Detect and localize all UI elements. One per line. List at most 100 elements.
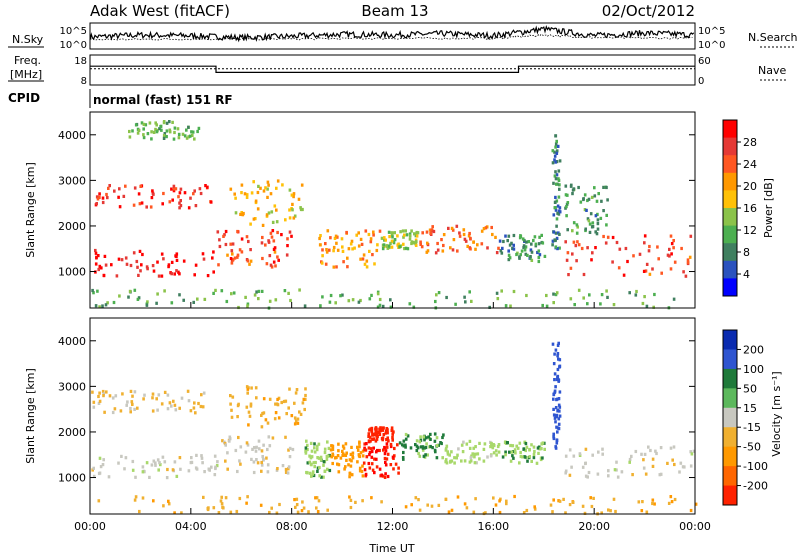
power-cell bbox=[178, 201, 181, 205]
power-cell bbox=[602, 209, 605, 213]
power-cell bbox=[372, 233, 375, 237]
power-cell bbox=[193, 273, 196, 277]
velocity-cell bbox=[385, 438, 388, 442]
velocity-cell bbox=[509, 459, 513, 463]
power-cell bbox=[321, 295, 324, 299]
frequency-panel: 18 8 60 0 bbox=[74, 54, 711, 87]
velocity-cell bbox=[315, 496, 319, 500]
velocity-cell bbox=[308, 471, 312, 475]
power-cell bbox=[590, 225, 594, 229]
velocity-cell bbox=[552, 413, 556, 417]
power-cell bbox=[108, 184, 111, 188]
noise-panel: 10^5 10^0 10^5 10^0 bbox=[60, 22, 725, 51]
power-cell bbox=[577, 185, 580, 190]
velocity-cell bbox=[418, 508, 422, 512]
velocity-cell bbox=[554, 420, 557, 424]
velocity-cell bbox=[207, 467, 211, 471]
power-cell bbox=[168, 130, 172, 134]
power-cell bbox=[94, 248, 97, 253]
power-cell bbox=[509, 304, 512, 308]
power-cell bbox=[266, 187, 269, 191]
velocity-cell bbox=[157, 468, 160, 472]
power-cell bbox=[632, 254, 635, 258]
velocity-cell bbox=[381, 426, 385, 430]
velocity-cell bbox=[494, 503, 498, 507]
power-cell bbox=[197, 126, 201, 130]
velocity-cell bbox=[358, 466, 362, 470]
power-cell bbox=[345, 230, 348, 235]
velocity-cell bbox=[641, 500, 644, 504]
power-cell bbox=[246, 304, 249, 308]
power-cell bbox=[425, 230, 429, 234]
power-cell bbox=[288, 208, 291, 212]
power-cell bbox=[556, 211, 559, 215]
power-cell bbox=[321, 248, 324, 252]
power-cell bbox=[339, 294, 342, 298]
velocity-cell bbox=[367, 434, 370, 438]
velocity-cell bbox=[331, 447, 335, 451]
power-cell bbox=[342, 260, 345, 264]
velocity-cell bbox=[134, 495, 138, 499]
power-cell bbox=[555, 149, 559, 153]
power-cell bbox=[162, 191, 165, 196]
velocity-cell bbox=[370, 449, 374, 454]
velocity-cell bbox=[541, 441, 545, 445]
velocity-cell bbox=[305, 439, 308, 443]
power-cell bbox=[512, 243, 515, 247]
power-cell bbox=[289, 298, 292, 303]
power-cell bbox=[371, 253, 374, 257]
velocity-cell bbox=[554, 348, 558, 352]
velocity-cell bbox=[514, 451, 517, 455]
velocity-cell bbox=[206, 507, 210, 512]
velocity-cell bbox=[267, 435, 271, 439]
power-cell bbox=[530, 250, 534, 254]
power-cell bbox=[135, 259, 139, 264]
power-cell bbox=[385, 244, 389, 248]
velocity-cell bbox=[465, 506, 469, 510]
velocity-cell bbox=[221, 439, 224, 443]
velocity-cell bbox=[457, 447, 460, 451]
power-cell bbox=[95, 256, 98, 260]
power-cell bbox=[451, 248, 455, 252]
velocity-cell bbox=[689, 450, 692, 454]
power-cell bbox=[355, 233, 358, 237]
velocity-cell bbox=[434, 450, 437, 454]
velocity-cell bbox=[363, 468, 367, 472]
power-cell bbox=[626, 259, 629, 264]
velocity-cell bbox=[553, 416, 557, 420]
power-cell bbox=[436, 241, 439, 246]
velocity-cell bbox=[154, 461, 157, 465]
velocity-cell bbox=[333, 456, 337, 460]
power-cell bbox=[273, 204, 277, 208]
power-cell bbox=[464, 239, 468, 243]
power-cell bbox=[574, 244, 578, 248]
velocity-cell bbox=[304, 451, 308, 455]
velocity-cell bbox=[591, 453, 594, 457]
power-cell bbox=[98, 264, 102, 268]
power-cell bbox=[429, 231, 432, 235]
power-cell bbox=[260, 241, 264, 245]
power-cell bbox=[496, 297, 500, 301]
noise-line-1 bbox=[89, 33, 693, 41]
power-cell bbox=[259, 186, 262, 190]
power-cell bbox=[648, 272, 652, 276]
power-cell bbox=[511, 246, 514, 251]
power-cell bbox=[508, 256, 512, 260]
velocity-cell bbox=[460, 443, 464, 447]
velocity-cell bbox=[558, 390, 562, 394]
velocity-cell bbox=[450, 450, 453, 454]
frequency-series bbox=[90, 65, 695, 73]
power-cell bbox=[268, 254, 272, 258]
power-cell bbox=[231, 242, 235, 246]
power-cell bbox=[113, 189, 116, 193]
power-cell bbox=[138, 202, 142, 206]
power-cell bbox=[196, 129, 199, 134]
velocity-cell bbox=[275, 402, 279, 406]
velocity-cell bbox=[372, 437, 376, 441]
power-cell bbox=[668, 254, 671, 258]
velocity-cell bbox=[117, 461, 120, 465]
velocity-cell bbox=[508, 450, 511, 454]
power-cell bbox=[558, 187, 561, 191]
velocity-cell bbox=[381, 474, 385, 478]
velocity-cell bbox=[386, 452, 390, 456]
